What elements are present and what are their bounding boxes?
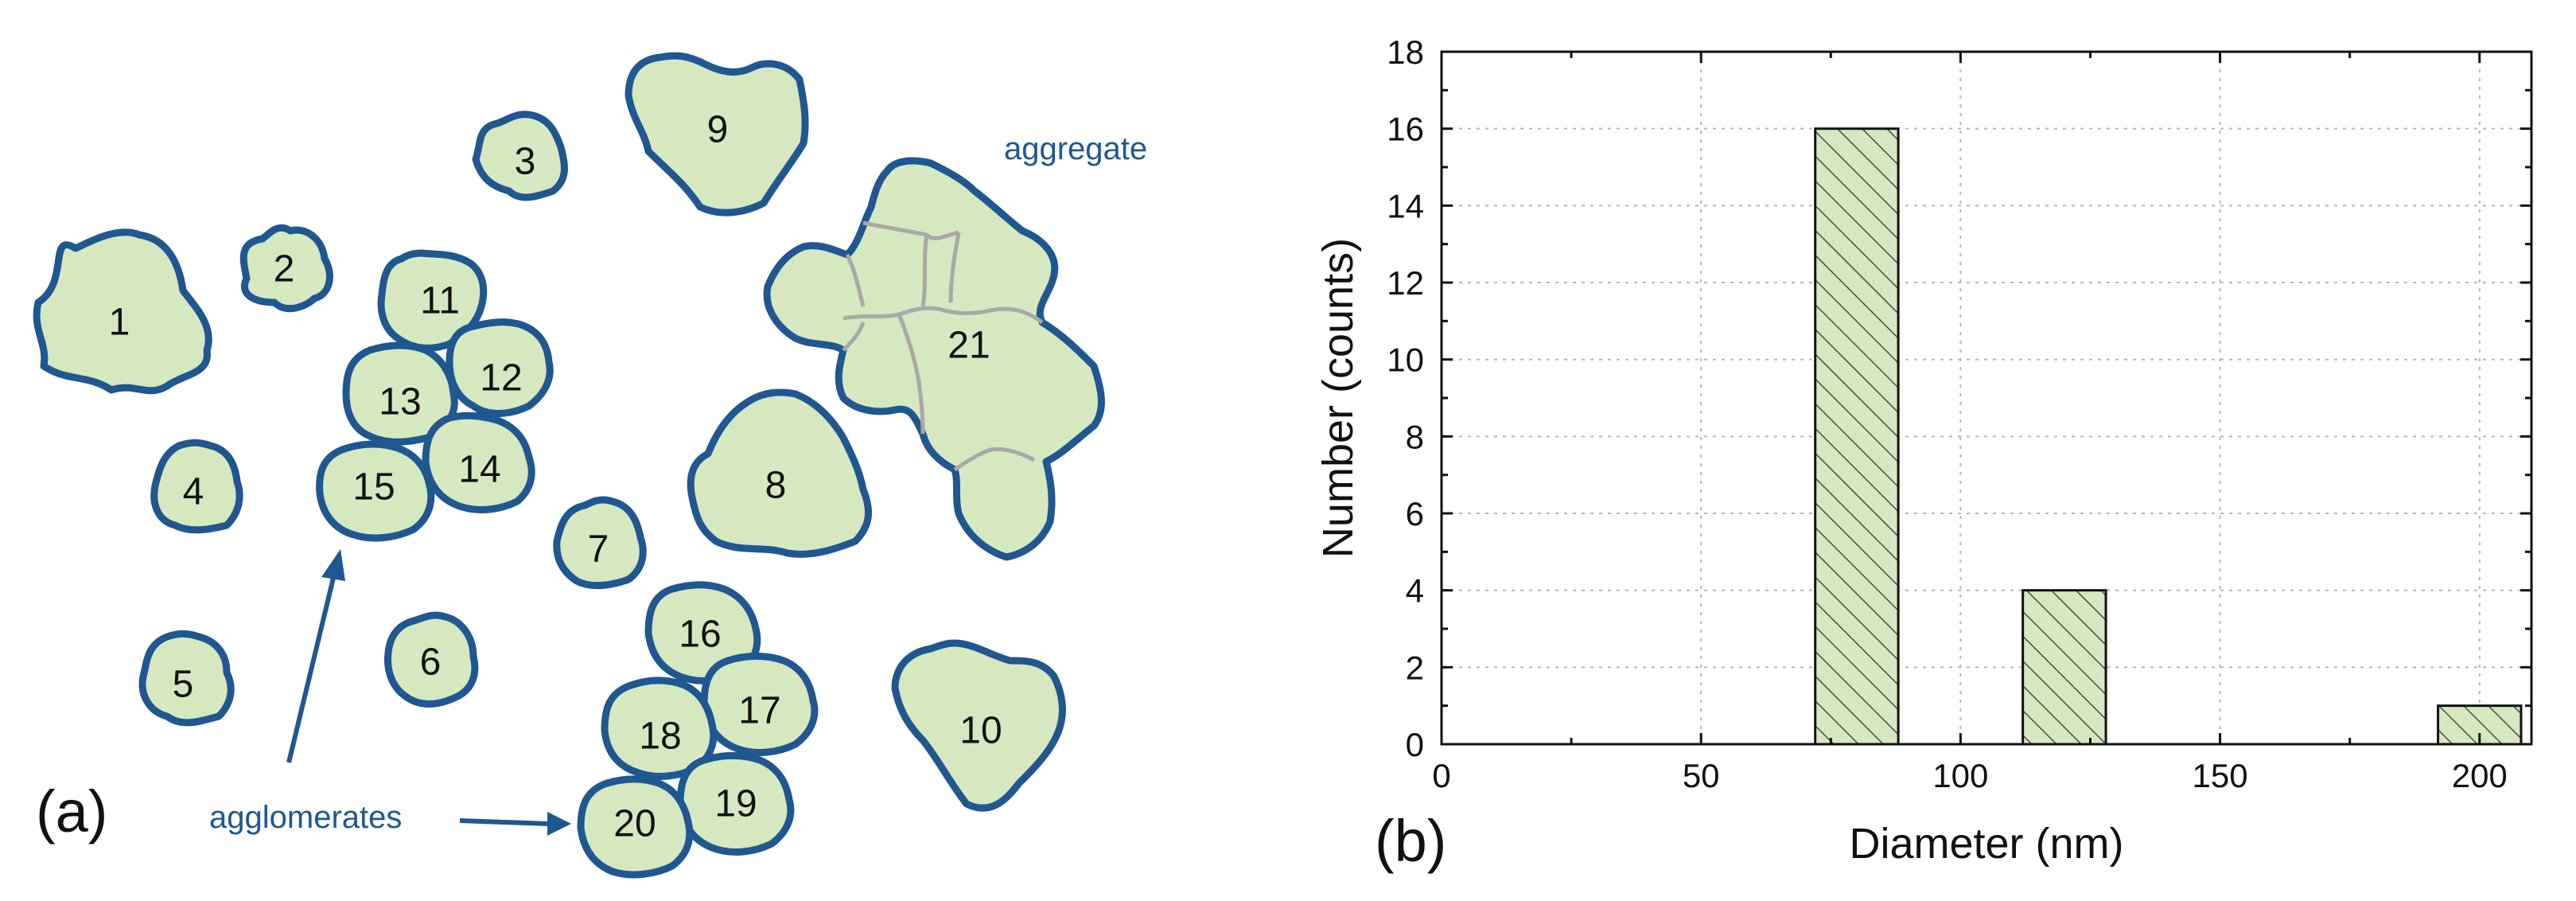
particle-labels: 1 2 3 4 5 6 7 8 9 10 11 12 13 14 15 16 1…: [109, 109, 1002, 845]
particle-label: 11: [420, 280, 460, 322]
aggregate-21: 21: [763, 157, 1105, 561]
particle-4: [150, 439, 243, 534]
particle-5: [138, 630, 235, 727]
agglomerates-arrows: [286, 549, 571, 836]
x-axis-label: Diameter (nm): [1849, 820, 2123, 868]
y-tick-label: 16: [1387, 111, 1424, 148]
particle-label: 14: [458, 449, 500, 491]
particle-label: 10: [959, 710, 1002, 752]
panel-a-particles: [33, 52, 1066, 879]
particle-label: 7: [588, 529, 609, 571]
y-tick-label: 18: [1387, 33, 1424, 71]
particle-label: 9: [707, 109, 729, 151]
chart-grid: [1442, 52, 2531, 744]
particle-6: [383, 611, 479, 708]
particle-label: 3: [515, 141, 536, 183]
y-tick-label: 10: [1387, 341, 1424, 379]
annotation-aggregate: aggregate: [1004, 131, 1147, 166]
particle-label: 12: [480, 357, 522, 400]
particle-8: [687, 388, 873, 558]
histogram-bar: [2021, 589, 2107, 746]
particle-label: 5: [173, 664, 194, 706]
particle-14: [422, 411, 535, 513]
x-tick-label: 100: [1932, 757, 1988, 794]
particle-label: 19: [714, 783, 757, 825]
particle-3: [472, 111, 568, 201]
arrow-to-agglomerate-right: [459, 818, 550, 826]
annotation-agglomerates: agglomerates: [209, 800, 402, 835]
x-tick-label: 200: [2452, 757, 2508, 794]
particle-7: [553, 496, 647, 590]
particle-label: 13: [379, 381, 421, 423]
particle-label: 18: [639, 716, 681, 758]
y-tick-label: 8: [1406, 418, 1424, 455]
chart-ticks: 0 2 4 6 8 10 12 14 16 18 0 50 100 150 200: [1387, 33, 2531, 794]
particle-label: 1: [109, 302, 130, 344]
particle-label: 4: [183, 471, 204, 513]
arrowhead-right: [547, 812, 571, 836]
y-tick-label: 12: [1387, 264, 1424, 302]
x-tick-label: 150: [2193, 757, 2248, 794]
panel-label-b: (b): [1375, 808, 1446, 874]
x-tick-label: 0: [1432, 757, 1450, 794]
particle-label: 8: [765, 465, 787, 507]
particle-15: [316, 440, 435, 542]
particle-10: [891, 639, 1066, 812]
particle-12: [446, 318, 554, 417]
y-tick-label: 0: [1406, 726, 1424, 763]
particle-label: 17: [738, 690, 780, 732]
particle-label: 6: [420, 642, 442, 684]
arrowhead-up: [321, 549, 345, 581]
chart-bars: [1814, 127, 2523, 746]
histogram-bar: [1814, 127, 1900, 746]
particle-label: 20: [613, 803, 656, 845]
y-tick-label: 4: [1406, 572, 1424, 610]
particle-1: [33, 228, 212, 395]
panel-label-a: (a): [36, 778, 107, 844]
particle-20: [577, 775, 694, 879]
particle-label: 16: [679, 614, 721, 656]
particle-label: 2: [274, 248, 295, 291]
y-tick-label: 6: [1406, 495, 1424, 532]
x-tick-label: 50: [1683, 757, 1720, 794]
aggregate-inner-boundaries: [842, 220, 1044, 472]
particle-9: [625, 52, 809, 216]
arrow-to-agglomerate-up: [286, 574, 337, 763]
particle-label: 21: [948, 325, 990, 367]
particle-label: 15: [352, 466, 395, 509]
particle-2: [239, 224, 333, 313]
y-tick-label: 14: [1387, 187, 1424, 224]
plot-frame: [1440, 50, 2533, 746]
histogram-chart: 0 2 4 6 8 10 12 14 16 18 0 50 100 150 200 Diameter (nm…: [1314, 33, 2533, 868]
y-axis-label: Number (counts): [1314, 238, 1362, 558]
y-tick-label: 2: [1406, 649, 1424, 686]
